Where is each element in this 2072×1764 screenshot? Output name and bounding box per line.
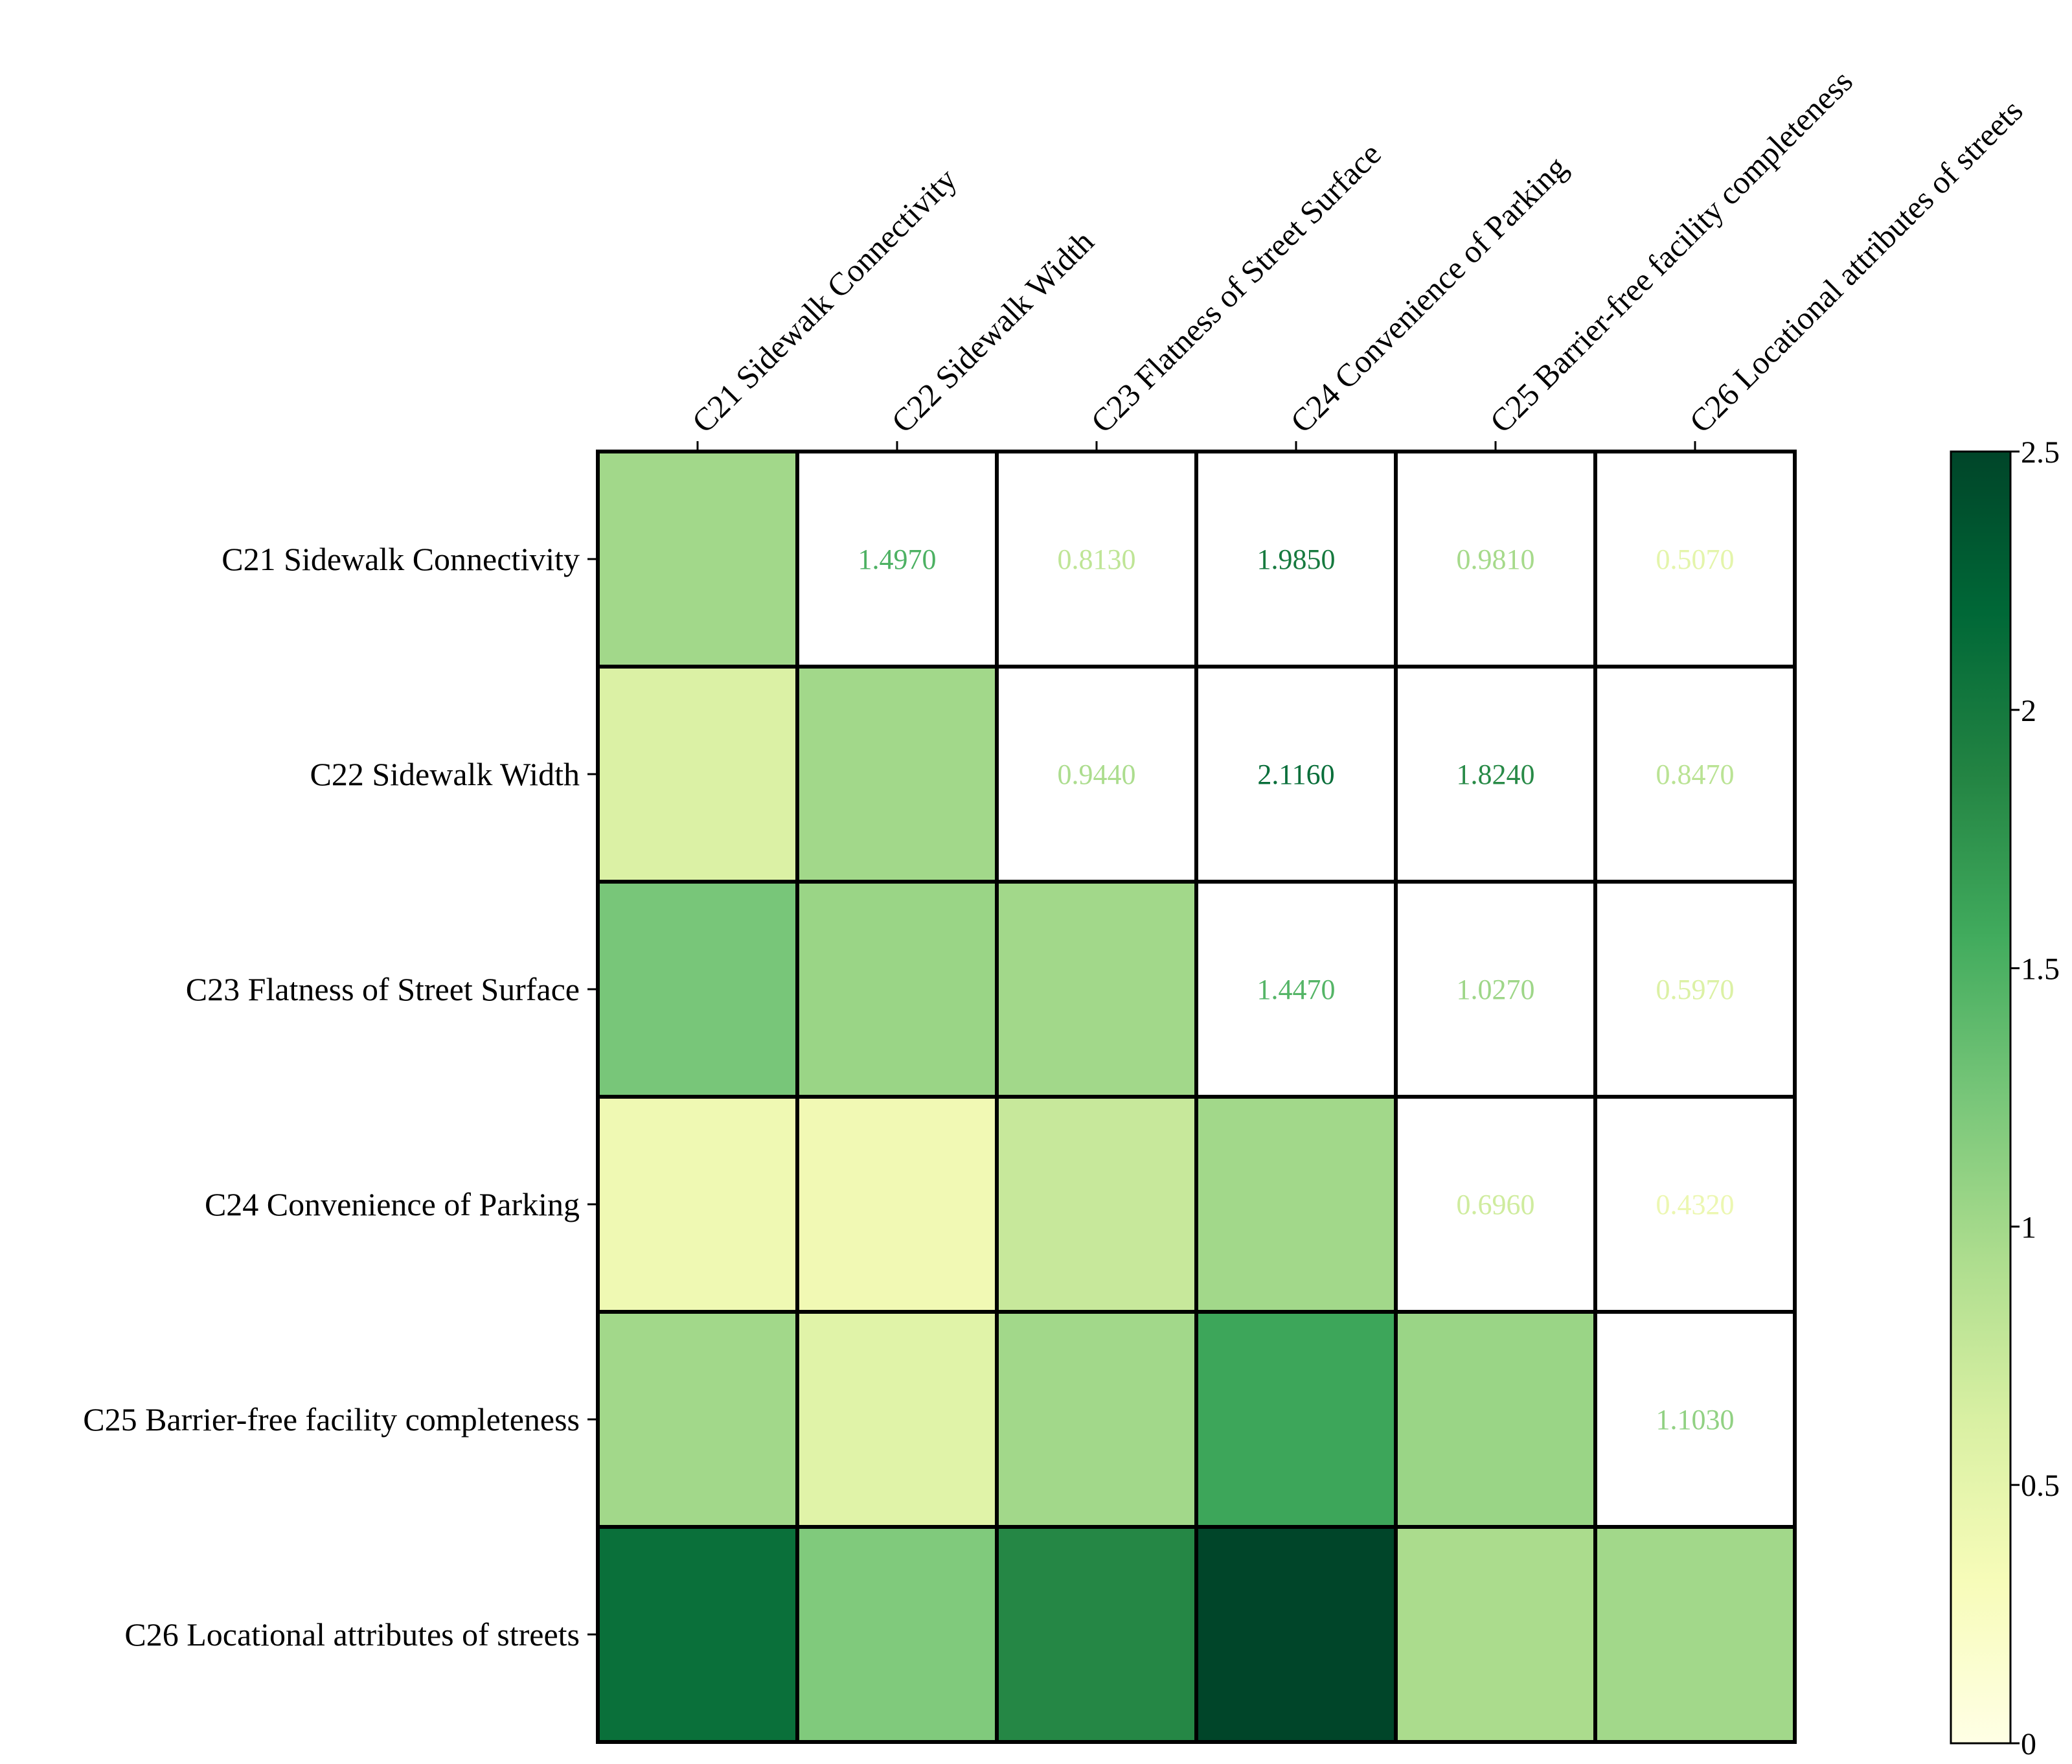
heatmap-cell <box>1595 1312 1795 1527</box>
heatmap-cell <box>797 1312 997 1527</box>
colorbar-tick-label: 2 <box>2021 694 2036 728</box>
cell-value-label: 1.9850 <box>1257 544 1336 575</box>
heatmap-cell <box>1595 1097 1795 1312</box>
colorbar-tick-label: 1.5 <box>2021 952 2060 987</box>
heatmap-cell <box>997 1312 1196 1527</box>
heatmap-cells <box>598 452 1795 1742</box>
cell-value-label: 0.5070 <box>1656 544 1735 575</box>
heatmap-cell <box>1396 452 1595 667</box>
heatmap-cell <box>997 667 1196 882</box>
heatmap-cell <box>797 1527 997 1742</box>
column-label: C25 Barrier-free facility completeness <box>1483 63 1860 440</box>
heatmap-cell <box>598 1097 797 1312</box>
colorbar-ticks: 0 0.5 1 1.5 2 2.5 <box>2010 435 2060 1761</box>
cell-value-label: 0.9810 <box>1457 544 1535 575</box>
cell-value-label: 0.8130 <box>1058 544 1136 575</box>
heatmap-cell <box>598 882 797 1097</box>
row-label: C24 Convenience of Parking <box>205 1186 580 1222</box>
cell-value-label: 0.9440 <box>1058 759 1136 790</box>
heatmap-cell <box>997 452 1196 667</box>
row-label: C21 Sidewalk Connectivity <box>222 541 580 577</box>
cell-value-labels: 1.4970 0.8130 1.9850 0.9810 0.5070 0.9440 2.11… <box>858 544 1735 1436</box>
heatmap-cell <box>1396 1312 1595 1527</box>
heatmap-cell <box>997 1527 1196 1742</box>
row-labels: C21 Sidewalk Connectivity C22 Sidewalk Wi… <box>83 541 598 1653</box>
cell-value-label: 1.4470 <box>1257 974 1336 1005</box>
heatmap-cell <box>1196 1527 1396 1742</box>
row-label: C22 Sidewalk Width <box>310 756 580 792</box>
cell-value-label: 0.8470 <box>1656 759 1735 790</box>
heatmap-cell <box>1595 452 1795 667</box>
colorbar-gradient <box>1950 450 2012 1745</box>
colorbar-tick-label: 1 <box>2021 1210 2036 1244</box>
column-label: C22 Sidewalk Width <box>884 223 1100 440</box>
heatmap-cell <box>1595 882 1795 1097</box>
heatmap-cell <box>797 667 997 882</box>
row-label: C25 Barrier-free facility completeness <box>83 1401 580 1438</box>
heatmap-cell <box>1595 1527 1795 1742</box>
colorbar-tick-label: 0.5 <box>2021 1469 2060 1503</box>
heatmap-cell <box>1196 1097 1396 1312</box>
heatmap-cell <box>598 667 797 882</box>
cell-value-label: 0.4320 <box>1656 1189 1735 1220</box>
heatmap-cell <box>797 452 997 667</box>
heatmap-cell <box>797 1097 997 1312</box>
row-label: C23 Flatness of Street Surface <box>186 971 580 1007</box>
heatmap-cell <box>1196 452 1396 667</box>
heatmap-cell <box>598 452 797 667</box>
colorbar-tick-label: 0 <box>2021 1727 2036 1761</box>
heatmap-cell <box>1196 1312 1396 1527</box>
heatmap-cell <box>1595 667 1795 882</box>
heatmap-cell <box>1396 667 1595 882</box>
heatmap-cell <box>997 1097 1196 1312</box>
heatmap-grid <box>596 450 1797 1744</box>
cell-value-label: 2.1160 <box>1257 759 1334 790</box>
heatmap-cell <box>1396 1097 1595 1312</box>
cell-value-label: 1.8240 <box>1457 759 1535 790</box>
heatmap-cell <box>997 882 1196 1097</box>
heatmap-cell <box>797 882 997 1097</box>
colorbar-tick-label: 2.5 <box>2021 435 2060 470</box>
heatmap-cell <box>598 1312 797 1527</box>
heatmap-cell <box>1396 882 1595 1097</box>
cell-value-label: 1.1030 <box>1656 1404 1735 1436</box>
heatmap-cell <box>598 1527 797 1742</box>
cell-value-label: 1.0270 <box>1457 974 1535 1005</box>
heatmap-cell <box>1396 1527 1595 1742</box>
row-label: C26 Locational attributes of streets <box>124 1616 580 1653</box>
cell-value-label: 0.6960 <box>1457 1189 1535 1220</box>
column-label: C26 Locational attributes of streets <box>1682 92 2029 439</box>
colorbar: 0 0.5 1 1.5 2 2.5 <box>1950 435 2060 1761</box>
heatmap-cell <box>1196 882 1396 1097</box>
cell-value-label: 1.4970 <box>858 544 937 575</box>
heatmap-cell <box>1196 667 1396 882</box>
cell-value-label: 0.5970 <box>1656 974 1735 1005</box>
